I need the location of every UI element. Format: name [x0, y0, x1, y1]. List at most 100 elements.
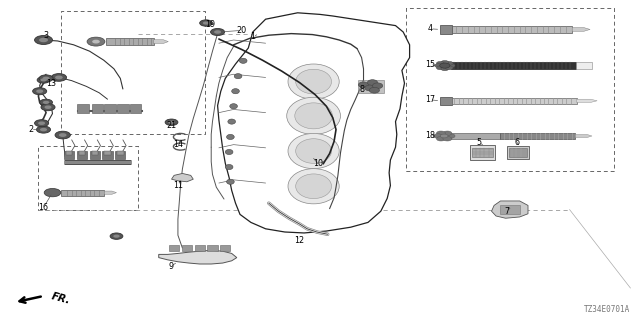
- Circle shape: [445, 66, 453, 70]
- Circle shape: [446, 134, 455, 138]
- Ellipse shape: [287, 97, 340, 134]
- FancyArrow shape: [577, 99, 597, 102]
- Circle shape: [37, 77, 50, 83]
- Text: 1: 1: [250, 32, 255, 41]
- Circle shape: [59, 133, 67, 137]
- Circle shape: [440, 63, 450, 68]
- Bar: [90, 151, 100, 159]
- Text: 6: 6: [515, 138, 520, 147]
- Ellipse shape: [232, 89, 239, 94]
- Circle shape: [55, 76, 63, 79]
- Text: 8: 8: [359, 85, 364, 94]
- Bar: [220, 245, 230, 251]
- Bar: [452, 98, 577, 104]
- Bar: [66, 151, 72, 155]
- Circle shape: [435, 64, 442, 68]
- Circle shape: [45, 105, 51, 109]
- Circle shape: [55, 131, 70, 139]
- Circle shape: [36, 126, 51, 133]
- Bar: [79, 151, 85, 155]
- Text: 15: 15: [425, 60, 435, 69]
- Circle shape: [40, 78, 47, 82]
- Bar: [440, 25, 452, 34]
- Text: TZ34E0701A: TZ34E0701A: [584, 305, 630, 314]
- Circle shape: [168, 121, 175, 124]
- Polygon shape: [159, 250, 237, 264]
- Bar: [106, 38, 154, 45]
- Ellipse shape: [225, 149, 233, 155]
- Circle shape: [165, 119, 178, 125]
- Bar: [77, 151, 87, 159]
- Circle shape: [36, 90, 44, 93]
- Text: 12: 12: [294, 236, 305, 245]
- Circle shape: [113, 235, 120, 238]
- Ellipse shape: [227, 134, 234, 140]
- Text: 19: 19: [205, 20, 215, 29]
- Bar: [207, 245, 218, 251]
- Ellipse shape: [365, 85, 375, 91]
- Ellipse shape: [228, 119, 236, 124]
- Circle shape: [35, 36, 52, 44]
- Text: 10: 10: [313, 159, 323, 168]
- Circle shape: [447, 64, 455, 68]
- Bar: [440, 97, 452, 105]
- Ellipse shape: [230, 104, 237, 109]
- Bar: [472, 148, 493, 157]
- Circle shape: [38, 121, 45, 125]
- Text: 21: 21: [166, 121, 177, 130]
- Circle shape: [436, 137, 445, 141]
- Circle shape: [35, 120, 49, 127]
- FancyArrow shape: [104, 191, 116, 194]
- Circle shape: [440, 134, 448, 138]
- Circle shape: [33, 88, 47, 95]
- Bar: [500, 133, 575, 139]
- Ellipse shape: [227, 179, 234, 184]
- Circle shape: [445, 61, 453, 65]
- Bar: [77, 104, 89, 113]
- Text: 16: 16: [38, 203, 49, 212]
- Text: 9: 9: [168, 262, 173, 271]
- Circle shape: [436, 66, 444, 70]
- Bar: [195, 245, 205, 251]
- Ellipse shape: [239, 58, 247, 63]
- Text: 2: 2: [28, 125, 33, 134]
- Bar: [92, 104, 103, 113]
- Text: 20: 20: [237, 26, 247, 35]
- Text: 3: 3: [44, 31, 49, 40]
- Bar: [509, 148, 527, 157]
- Bar: [130, 104, 141, 113]
- Bar: [452, 26, 572, 33]
- Bar: [576, 62, 592, 69]
- Ellipse shape: [234, 74, 242, 79]
- Text: 5: 5: [476, 138, 481, 147]
- Ellipse shape: [295, 103, 332, 129]
- Circle shape: [436, 131, 445, 135]
- Bar: [102, 151, 113, 159]
- Text: FR.: FR.: [50, 291, 71, 306]
- Circle shape: [203, 21, 209, 25]
- Bar: [470, 145, 495, 160]
- Bar: [115, 151, 125, 159]
- Circle shape: [51, 74, 67, 81]
- Text: 11: 11: [173, 181, 183, 190]
- Circle shape: [39, 38, 48, 42]
- Text: 14: 14: [173, 140, 183, 149]
- FancyArrow shape: [572, 28, 590, 31]
- Bar: [169, 245, 179, 251]
- Bar: [182, 245, 192, 251]
- Polygon shape: [218, 13, 410, 233]
- FancyArrow shape: [154, 40, 168, 44]
- Ellipse shape: [296, 174, 332, 198]
- Bar: [104, 104, 116, 113]
- Ellipse shape: [296, 69, 332, 94]
- FancyArrow shape: [575, 134, 592, 138]
- Text: 18: 18: [425, 131, 435, 140]
- Circle shape: [92, 40, 100, 44]
- Circle shape: [44, 188, 61, 197]
- Ellipse shape: [369, 87, 380, 93]
- Text: 17: 17: [425, 95, 435, 104]
- Bar: [64, 151, 74, 159]
- Bar: [500, 205, 520, 214]
- Bar: [451, 133, 500, 139]
- Circle shape: [43, 101, 49, 104]
